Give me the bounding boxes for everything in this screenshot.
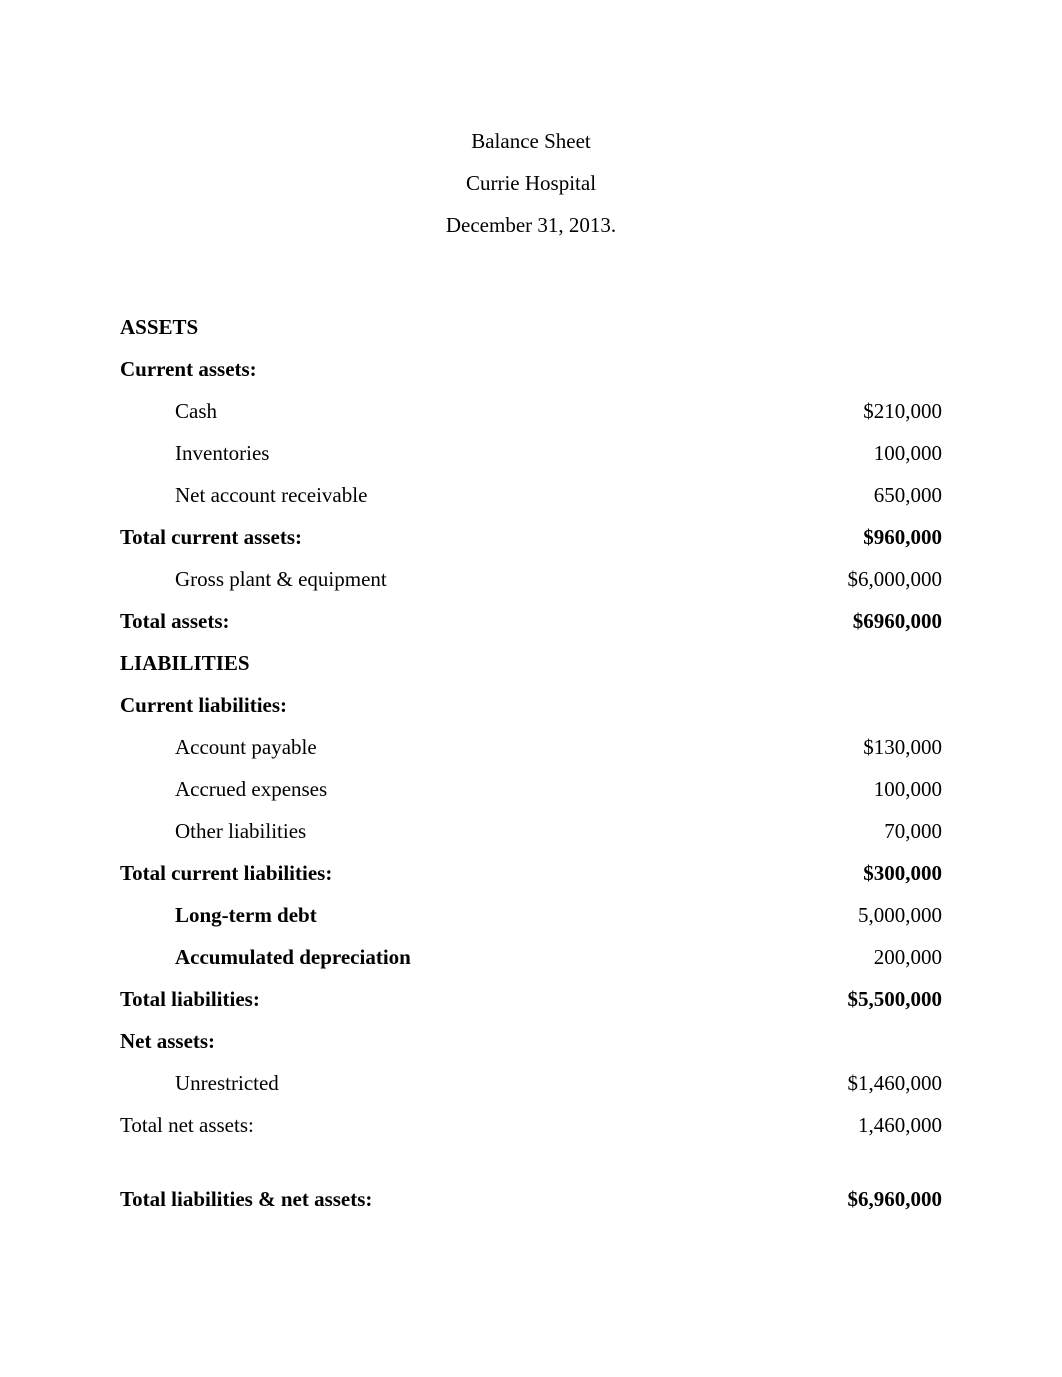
- asset-label: Net account receivable: [120, 474, 782, 516]
- asset-row-inventories: Inventories 100,000: [120, 432, 942, 474]
- unrestricted-label: Unrestricted: [120, 1062, 782, 1104]
- header-line-1: Balance Sheet: [120, 120, 942, 162]
- long-term-debt-label: Long-term debt: [120, 894, 782, 936]
- grand-total-row: Total liabilities & net assets: $6,960,0…: [120, 1178, 942, 1220]
- total-current-assets-label: Total current assets:: [120, 516, 782, 558]
- asset-row-receivable: Net account receivable 650,000: [120, 474, 942, 516]
- unrestricted-row: Unrestricted $1,460,000: [120, 1062, 942, 1104]
- total-net-assets-row: Total net assets: 1,460,000: [120, 1104, 942, 1146]
- liab-row-accrued: Accrued expenses 100,000: [120, 768, 942, 810]
- gross-plant-value: $6,000,000: [782, 558, 942, 600]
- liab-row-payable: Account payable $130,000: [120, 726, 942, 768]
- net-assets-heading: Net assets:: [120, 1020, 942, 1062]
- asset-row-cash: Cash $210,000: [120, 390, 942, 432]
- assets-title: ASSETS: [120, 306, 942, 348]
- accum-dep-label: Accumulated depreciation: [120, 936, 782, 978]
- gross-plant-label: Gross plant & equipment: [120, 558, 782, 600]
- liab-label: Other liabilities: [120, 810, 782, 852]
- asset-value: 650,000: [782, 474, 942, 516]
- liab-row-other: Other liabilities 70,000: [120, 810, 942, 852]
- page-container: Balance Sheet Currie Hospital December 3…: [0, 0, 1062, 1220]
- liab-value: $130,000: [782, 726, 942, 768]
- total-net-assets-label: Total net assets:: [120, 1104, 782, 1146]
- asset-label: Inventories: [120, 432, 782, 474]
- liab-label: Account payable: [120, 726, 782, 768]
- liab-label: Accrued expenses: [120, 768, 782, 810]
- accum-dep-value: 200,000: [782, 936, 942, 978]
- total-current-liabilities-label: Total current liabilities:: [120, 852, 782, 894]
- liab-value: 100,000: [782, 768, 942, 810]
- gross-plant-row: Gross plant & equipment $6,000,000: [120, 558, 942, 600]
- document-header: Balance Sheet Currie Hospital December 3…: [120, 120, 942, 246]
- asset-value: 100,000: [782, 432, 942, 474]
- total-net-assets-value: 1,460,000: [782, 1104, 942, 1146]
- liab-value: 70,000: [782, 810, 942, 852]
- header-line-2: Currie Hospital: [120, 162, 942, 204]
- asset-label: Cash: [120, 390, 782, 432]
- header-line-3: December 31, 2013.: [120, 204, 942, 246]
- grand-total-value: $6,960,000: [782, 1178, 942, 1220]
- total-current-liabilities-value: $300,000: [782, 852, 942, 894]
- total-assets-row: Total assets: $6960,000: [120, 600, 942, 642]
- total-assets-label: Total assets:: [120, 600, 782, 642]
- unrestricted-value: $1,460,000: [782, 1062, 942, 1104]
- current-assets-heading: Current assets:: [120, 348, 942, 390]
- long-term-debt-row: Long-term debt 5,000,000: [120, 894, 942, 936]
- total-current-liabilities-row: Total current liabilities: $300,000: [120, 852, 942, 894]
- total-current-assets-value: $960,000: [782, 516, 942, 558]
- total-liabilities-row: Total liabilities: $5,500,000: [120, 978, 942, 1020]
- accum-dep-row: Accumulated depreciation 200,000: [120, 936, 942, 978]
- grand-total-label: Total liabilities & net assets:: [120, 1178, 782, 1220]
- total-liabilities-value: $5,500,000: [782, 978, 942, 1020]
- current-liabilities-heading: Current liabilities:: [120, 684, 942, 726]
- liabilities-title: LIABILITIES: [120, 642, 942, 684]
- asset-value: $210,000: [782, 390, 942, 432]
- total-current-assets-row: Total current assets: $960,000: [120, 516, 942, 558]
- total-liabilities-label: Total liabilities:: [120, 978, 782, 1020]
- total-assets-value: $6960,000: [782, 600, 942, 642]
- long-term-debt-value: 5,000,000: [782, 894, 942, 936]
